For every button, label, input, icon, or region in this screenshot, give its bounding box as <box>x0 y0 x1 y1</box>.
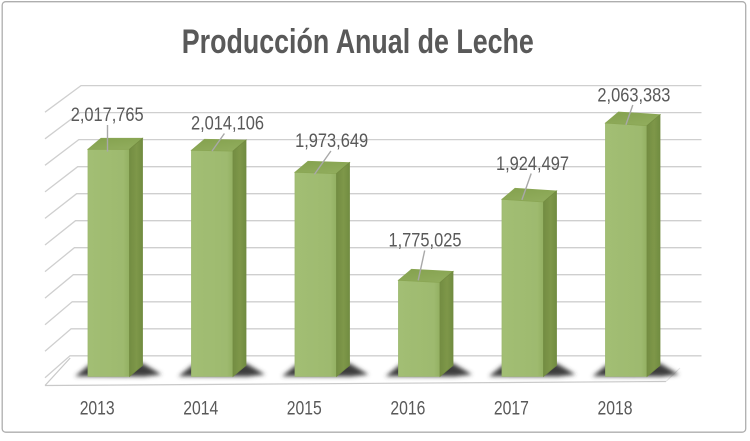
svg-text:2014: 2014 <box>183 398 218 419</box>
svg-text:2,063,383: 2,063,383 <box>597 86 670 107</box>
svg-text:1,775,025: 1,775,025 <box>389 231 462 252</box>
svg-text:2,014,106: 2,014,106 <box>191 114 264 135</box>
svg-text:2,017,765: 2,017,765 <box>71 105 144 126</box>
svg-text:2017: 2017 <box>494 398 529 419</box>
svg-text:2015: 2015 <box>287 398 322 419</box>
svg-text:1,924,497: 1,924,497 <box>496 154 569 175</box>
svg-text:1,973,649: 1,973,649 <box>295 131 368 152</box>
svg-text:2018: 2018 <box>598 398 633 419</box>
svg-text:Producción Anual de Leche: Producción Anual de Leche <box>182 23 534 61</box>
svg-text:2016: 2016 <box>390 398 425 419</box>
svg-text:2013: 2013 <box>80 398 115 419</box>
